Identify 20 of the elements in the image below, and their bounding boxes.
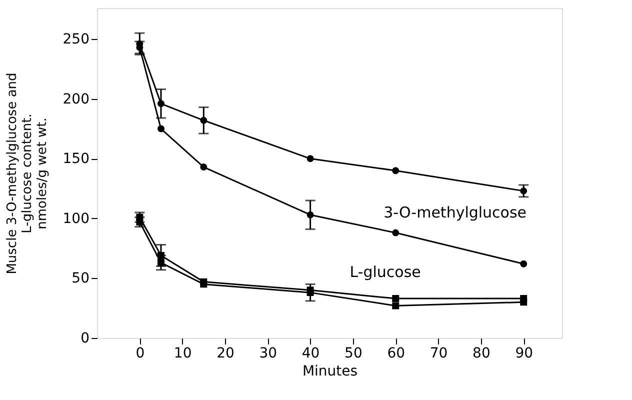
x-axis-title: Minutes [302, 364, 358, 380]
y-tick-label: 250 [62, 32, 90, 48]
x-tick-label: 0 [136, 346, 145, 362]
x-tick-label: 70 [430, 346, 448, 362]
y-tick-label: 0 [80, 330, 90, 346]
x-tick-label: 90 [515, 346, 534, 362]
x-tick-label: 50 [344, 346, 362, 362]
x-tick-label: 80 [472, 346, 490, 362]
y-tick-label: 200 [62, 91, 90, 108]
x-tick-label: 60 [387, 346, 406, 362]
annotation: L-glucose [350, 263, 421, 281]
annotation: 3-O-methylglucose [384, 204, 527, 222]
x-tick-label: 30 [259, 346, 278, 362]
x-tick-label: 20 [216, 346, 234, 362]
y-tick-label: 50 [72, 270, 90, 287]
x-tick-label: 10 [174, 346, 192, 362]
y-tick-label: 150 [62, 151, 90, 168]
y-axis-title: Muscle 3-O-methylglucose and L-glucose content. nmoles/g wet wt. [4, 72, 50, 274]
x-tick-label: 40 [302, 346, 320, 362]
y-tick-label: 100 [62, 210, 90, 227]
